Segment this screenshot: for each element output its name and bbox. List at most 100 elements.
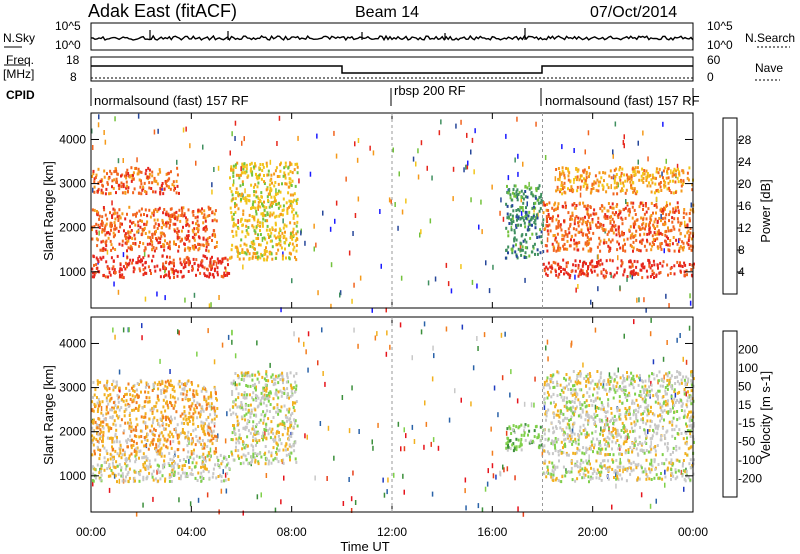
power-echo-band-1 [185, 238, 188, 241]
velocity-speck [504, 331, 506, 337]
power-echo-band-1 [146, 220, 149, 224]
velocity-echo-band-2 [258, 402, 261, 406]
velocity-speck [619, 457, 621, 463]
power-echo-band-3 [269, 234, 272, 238]
power-echo-band-3 [248, 194, 251, 198]
power-echo-band-5 [602, 274, 605, 278]
power-echo-band-4 [506, 216, 509, 220]
power-echo-band-1 [107, 236, 110, 240]
velocity-echo-band-2 [267, 379, 270, 383]
velocity-echo-band-2 [257, 370, 260, 374]
power-echo-band-6 [640, 227, 643, 231]
power-echo-band-6 [573, 247, 576, 251]
velocity-echo-band-4 [543, 461, 546, 465]
velocity-echo-band-2 [245, 396, 248, 400]
power-echo-band-1 [197, 228, 200, 232]
velocity-echo-band-0 [202, 477, 205, 480]
power-echo-band-6 [640, 216, 643, 220]
velocity-echo-band-3 [512, 449, 515, 453]
power-echo-band-3 [273, 234, 276, 238]
power-echo-band-2 [166, 172, 169, 176]
velocity-speck [142, 502, 144, 508]
power-echo-band-7 [613, 174, 616, 178]
velocity-echo-band-1 [182, 431, 185, 435]
power-echo-band-6 [621, 218, 624, 222]
power-echo-band-0 [129, 258, 132, 262]
velocity-speck [255, 385, 257, 391]
velocity-echo-band-1 [215, 438, 218, 442]
velocity-echo-band-0 [124, 479, 127, 483]
power-echo-band-7 [633, 189, 636, 193]
power-echo-band-0 [144, 266, 147, 270]
velocity-echo-band-2 [245, 425, 248, 429]
power-speck [420, 140, 423, 146]
power-echo-band-1 [103, 229, 106, 233]
power-echo-band-1 [188, 248, 191, 252]
velocity-echo-band-1 [97, 397, 100, 401]
velocity-echo-band-2 [243, 391, 246, 394]
power-echo-band-7 [662, 169, 665, 173]
velocity-echo-band-0 [143, 455, 146, 459]
velocity-echo-band-1 [204, 433, 207, 437]
velocity-echo-band-0 [202, 469, 205, 473]
velocity-echo-band-4 [638, 477, 641, 481]
velocity-echo-band-1 [111, 383, 114, 386]
power-speck [554, 176, 557, 182]
velocity-speck [397, 421, 400, 427]
power-echo-band-5 [586, 269, 588, 273]
velocity-echo-band-4 [579, 462, 582, 466]
velocity-echo-band-3 [537, 445, 540, 449]
power-echo-band-6 [571, 213, 574, 217]
power-echo-band-1 [105, 244, 108, 248]
power-speck [117, 289, 120, 295]
velocity-echo-band-1 [214, 387, 217, 391]
power-echo-band-7 [620, 171, 623, 175]
power-echo-band-3 [242, 197, 245, 200]
velocity-speck [400, 446, 402, 452]
power-echo-band-7 [675, 169, 678, 173]
velocity-echo-band-2 [239, 462, 242, 466]
power-echo-band-3 [282, 174, 285, 178]
velocity-echo-band-1 [115, 440, 118, 444]
power-echo-band-7 [583, 168, 586, 172]
power-echo-band-6 [684, 224, 687, 228]
velocity-echo-band-4 [592, 467, 595, 471]
velocity-echo-band-1 [111, 436, 114, 440]
velocity-echo-band-1 [203, 446, 206, 450]
velocity-echo-band-2 [253, 428, 256, 432]
velocity-echo-band-2 [255, 439, 258, 442]
power-speck [517, 153, 519, 159]
power-echo-band-3 [234, 163, 237, 167]
power-echo-band-6 [668, 242, 671, 246]
power-speck [519, 244, 522, 250]
velocity-echo-band-1 [186, 389, 189, 393]
velocity-echo-band-1 [160, 410, 163, 414]
power-echo-band-0 [144, 271, 147, 275]
power-echo-band-6 [666, 203, 669, 207]
power-echo-band-6 [632, 225, 635, 229]
velocity-echo-band-2 [277, 374, 280, 378]
velocity-echo-band-1 [131, 386, 133, 390]
power-echo-band-0 [118, 270, 121, 274]
velocity-echo-band-5 [581, 451, 584, 455]
velocity-echo-band-2 [286, 376, 289, 380]
power-speck [356, 157, 359, 163]
velocity-echo-band-1 [169, 400, 171, 404]
velocity-echo-band-1 [159, 383, 162, 387]
velocity-echo-band-0 [111, 461, 114, 465]
power-echo-band-6 [621, 230, 624, 234]
power-speck [359, 275, 362, 281]
velocity-echo-band-5 [662, 426, 664, 430]
power-echo-band-6 [562, 237, 565, 241]
power-echo-band-1 [156, 209, 159, 213]
power-echo-band-6 [557, 244, 560, 248]
power-echo-band-6 [645, 217, 648, 221]
velocity-echo-band-2 [283, 423, 286, 427]
power-echo-band-7 [678, 170, 681, 174]
velocity-echo-band-0 [94, 468, 97, 472]
velocity-echo-band-1 [123, 429, 126, 433]
power-echo-band-6 [636, 248, 639, 252]
velocity-speck [178, 497, 180, 503]
velocity-speck [486, 481, 489, 487]
power-echo-band-1 [184, 236, 187, 240]
